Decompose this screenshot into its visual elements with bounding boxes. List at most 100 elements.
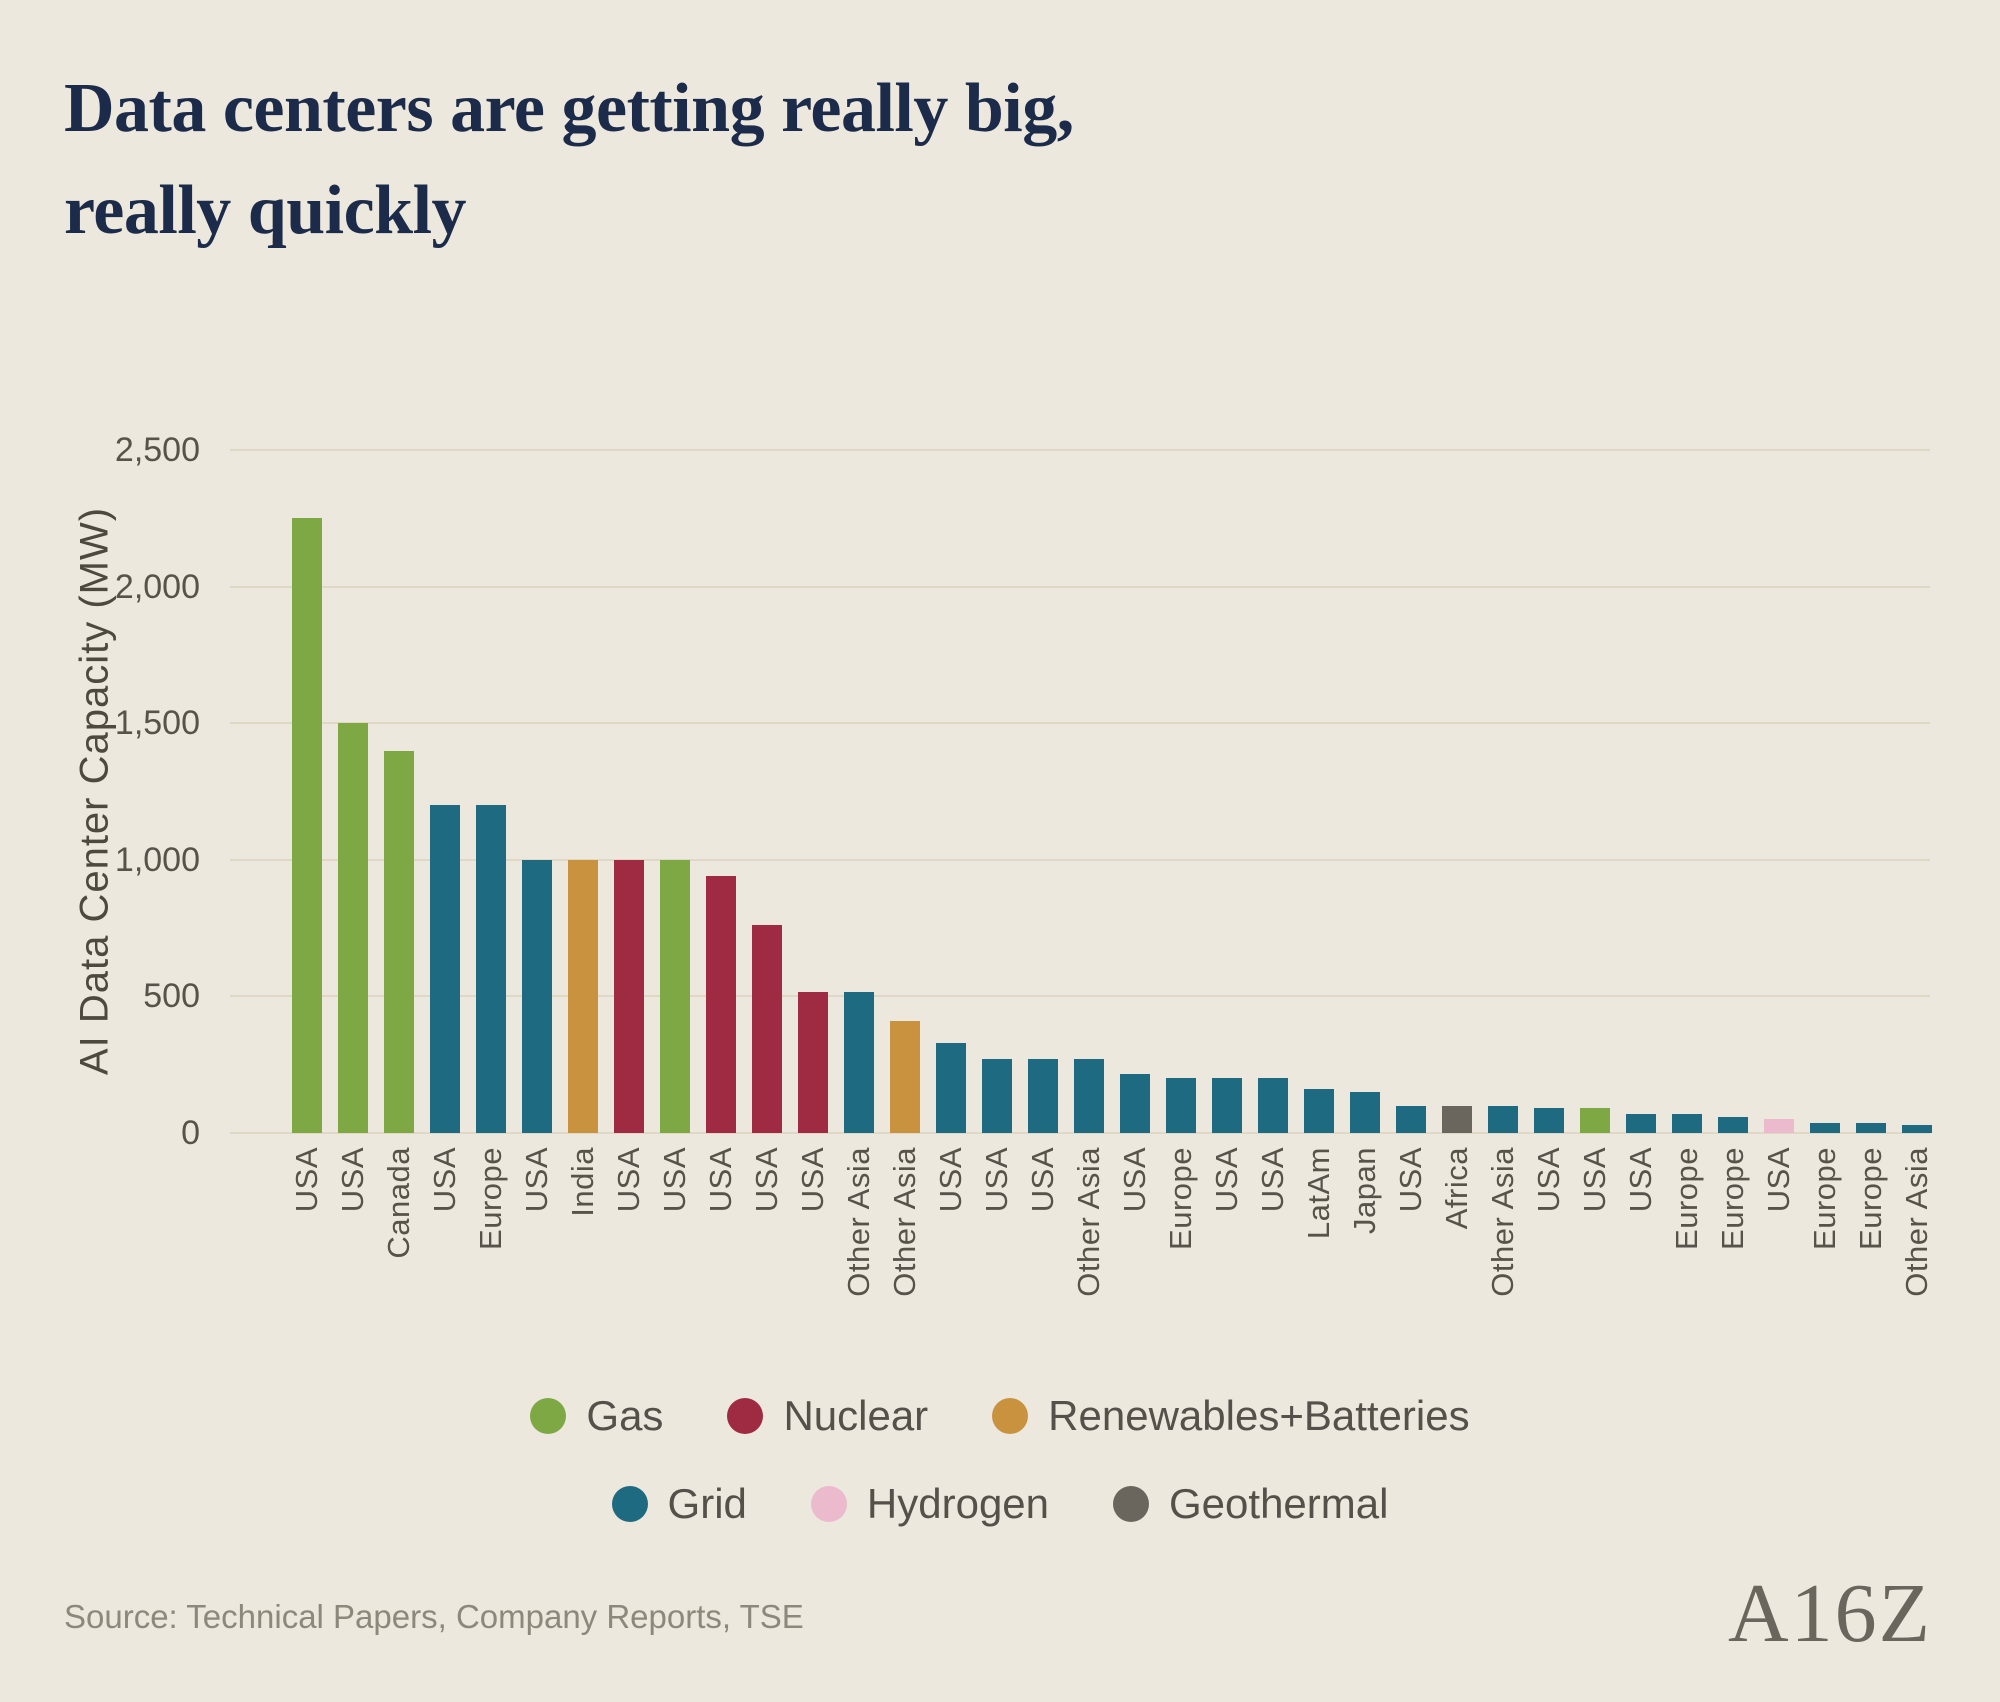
- bar-cell: Other Asia: [1899, 450, 1934, 1297]
- x-tick-label: Europe: [1163, 1147, 1198, 1250]
- x-tick-label: Europe: [473, 1147, 508, 1250]
- gridline: [230, 722, 1930, 725]
- legend-swatch: [1113, 1486, 1150, 1522]
- bar-cell: USA: [1025, 450, 1060, 1212]
- legend-row-1: Gas Nuclear Renewables+Batteries: [530, 1392, 1470, 1440]
- bar-cell: LatAm: [1301, 450, 1336, 1239]
- bar-grid: [1074, 1059, 1104, 1133]
- bar-cell: Other Asia: [1485, 450, 1520, 1297]
- x-tick-label: USA: [1209, 1147, 1244, 1213]
- legend: Gas Nuclear Renewables+Batteries Grid Hydro…: [0, 1392, 2000, 1528]
- bar-cell: Europe: [1669, 450, 1704, 1250]
- legend-label: Grid: [667, 1480, 747, 1527]
- bar-grid: [1258, 1078, 1288, 1133]
- bar-cell: USA: [1761, 450, 1796, 1212]
- x-tick-label: USA: [1393, 1147, 1428, 1213]
- x-tick-label: Other Asia: [887, 1147, 922, 1297]
- bar-gas: [338, 723, 368, 1133]
- x-tick-label: USA: [611, 1147, 646, 1213]
- gridline: [230, 585, 1930, 588]
- bar-cell: USA: [1209, 450, 1244, 1212]
- bar-grid: [1902, 1124, 1932, 1133]
- legend-row-2: Grid Hydrogen Geothermal: [611, 1480, 1388, 1528]
- bar-hydrogen: [1764, 1119, 1794, 1133]
- a16z-logo: A16Z: [1728, 1572, 1932, 1656]
- plot-area: USA USA Canada USA Europe USA India USA USA USA US…: [115, 431, 1934, 1297]
- gridline: [230, 1132, 1930, 1134]
- bar-nuclear: [706, 876, 736, 1133]
- legend-label: Renewables+Batteries: [1048, 1392, 1470, 1439]
- bar-grid: [1028, 1059, 1058, 1133]
- bar-cell: Other Asia: [887, 450, 922, 1297]
- bar-grid: [476, 805, 506, 1133]
- bar-grid: [1396, 1105, 1426, 1133]
- a16z-logo-text: A16Z: [1728, 1567, 1932, 1660]
- legend-item-renewables-batteries: Renewables+Batteries: [992, 1392, 1470, 1440]
- legend-label: Nuclear: [783, 1392, 929, 1439]
- bar-grid: [522, 859, 552, 1133]
- x-tick-label: USA: [519, 1147, 554, 1213]
- x-tick-label: Europe: [1807, 1147, 1842, 1250]
- y-tick-label: 500: [143, 977, 200, 1016]
- bar-cell: USA: [611, 450, 646, 1212]
- x-tick-label: USA: [979, 1147, 1014, 1213]
- bar-cell: India: [565, 450, 600, 1217]
- bar-grid: [1488, 1105, 1518, 1133]
- y-tick-label: 1,500: [114, 704, 200, 743]
- bar-cell: Africa: [1439, 450, 1474, 1229]
- legend-swatch: [992, 1398, 1029, 1434]
- bar-cell: USA: [427, 450, 462, 1212]
- x-tick-label: USA: [1761, 1147, 1796, 1213]
- x-tick-label: Europe: [1715, 1147, 1750, 1250]
- legend-item-gas: Gas: [530, 1392, 663, 1440]
- bars: USA USA Canada USA Europe USA India USA USA USA US…: [230, 450, 1934, 1297]
- x-tick-label: USA: [1623, 1147, 1658, 1213]
- x-tick-label: USA: [427, 1147, 462, 1213]
- y-tick-label: 2,000: [114, 567, 200, 606]
- y-tick-label: 2,500: [114, 431, 200, 469]
- bar-cell: USA: [1117, 450, 1152, 1212]
- bar-cell: Other Asia: [1071, 450, 1106, 1297]
- bar-gas: [384, 750, 414, 1133]
- bar-grid: [1626, 1113, 1656, 1133]
- x-tick-label: Other Asia: [1899, 1147, 1934, 1297]
- x-tick-label: USA: [1255, 1147, 1290, 1213]
- bar-cell: Europe: [1807, 450, 1842, 1250]
- legend-swatch: [611, 1486, 648, 1522]
- x-tick-label: USA: [1117, 1147, 1152, 1213]
- x-tick-label: USA: [1025, 1147, 1060, 1213]
- bar-cell: USA: [519, 450, 554, 1212]
- gridline: [230, 858, 1930, 861]
- x-tick-label: USA: [289, 1147, 324, 1213]
- x-tick-label: USA: [1577, 1147, 1612, 1213]
- bar-cell: USA: [335, 450, 370, 1212]
- x-tick-label: USA: [335, 1147, 370, 1213]
- bar-cell: Europe: [1715, 450, 1750, 1250]
- bar-cell: USA: [979, 450, 1014, 1212]
- y-tick-label: 0: [181, 1114, 200, 1152]
- bar-grid: [1534, 1108, 1564, 1133]
- bar-geothermal: [1442, 1105, 1472, 1133]
- legend-item-geothermal: Geothermal: [1113, 1480, 1388, 1528]
- bar-grid: [844, 992, 874, 1133]
- bar-cell: USA: [749, 450, 784, 1212]
- bar-cell: Europe: [1163, 450, 1198, 1250]
- bar-cell: USA: [795, 450, 830, 1212]
- page-title-line-1: Data centers are getting really big,: [64, 70, 1074, 147]
- bar-grid: [1166, 1078, 1196, 1133]
- x-tick-label: USA: [657, 1147, 692, 1213]
- bar-cell: USA: [1393, 450, 1428, 1212]
- bar-grid: [982, 1059, 1012, 1133]
- bar-gas: [1580, 1108, 1610, 1133]
- bar-gas: [660, 859, 690, 1133]
- bar-grid: [430, 805, 460, 1133]
- bar-grid: [1350, 1092, 1380, 1133]
- legend-swatch: [530, 1398, 567, 1434]
- bar-nuclear: [752, 925, 782, 1133]
- source-text: Source: Technical Papers, Company Report…: [64, 1598, 804, 1635]
- legend-label: Gas: [586, 1392, 664, 1439]
- bar-cell: Europe: [473, 450, 508, 1250]
- bar-nuclear: [798, 992, 828, 1133]
- x-tick-label: USA: [749, 1147, 784, 1213]
